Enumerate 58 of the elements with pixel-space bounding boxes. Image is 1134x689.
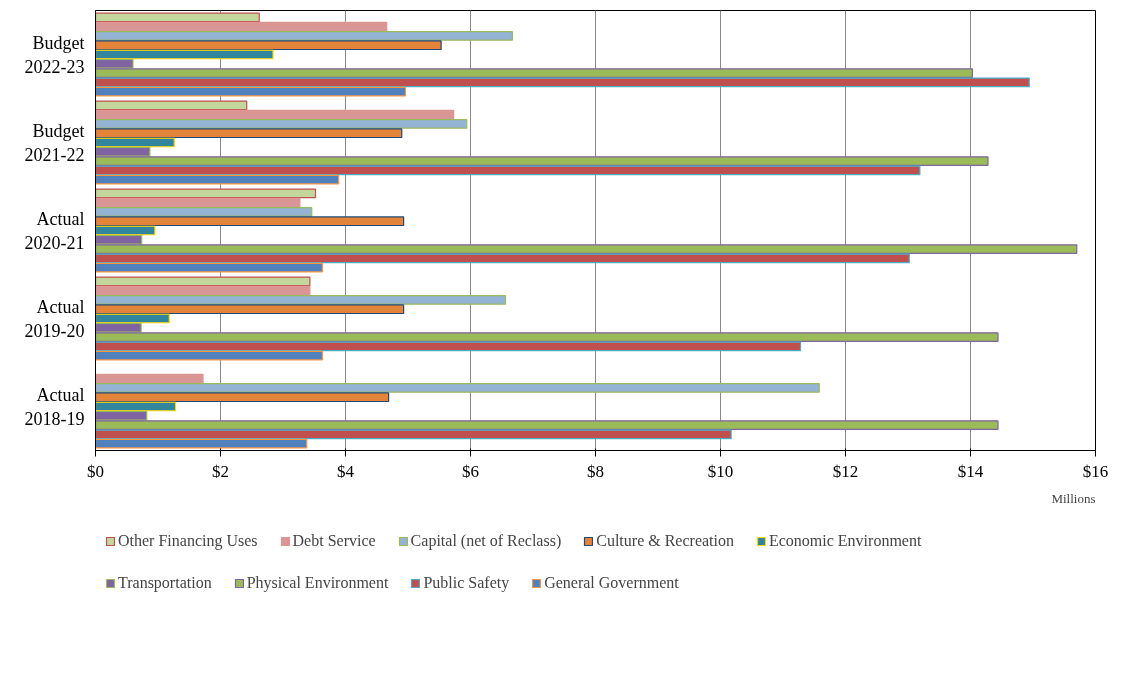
bar xyxy=(95,197,301,208)
bar xyxy=(95,313,170,324)
bar xyxy=(95,188,317,199)
bar xyxy=(95,137,175,148)
y-tick-label: Budget 2022-23 xyxy=(24,32,85,77)
bar xyxy=(95,276,311,287)
bar xyxy=(95,304,405,315)
legend-label: Transportation xyxy=(118,574,212,592)
legend-label: Culture & Recreation xyxy=(596,532,734,550)
bar xyxy=(95,40,442,51)
y-tick-label: Actual 2018-19 xyxy=(24,384,85,429)
bar xyxy=(95,262,323,273)
bar xyxy=(95,100,248,111)
bar xyxy=(95,165,921,176)
bar xyxy=(95,438,308,449)
bar xyxy=(95,392,390,403)
bar xyxy=(95,401,177,412)
legend-label: Debt Service xyxy=(292,532,376,550)
legend-label: Other Financing Uses xyxy=(118,532,258,550)
x-tick-label: $4 xyxy=(337,461,355,481)
bar xyxy=(95,225,156,236)
y-tick-label: Actual 2020-21 xyxy=(24,208,85,253)
bar xyxy=(95,253,910,264)
x-tick-label: $8 xyxy=(587,461,604,481)
bar xyxy=(95,350,323,361)
bar xyxy=(95,49,274,60)
legend-label: Physical Environment xyxy=(246,574,389,592)
bar xyxy=(95,128,403,139)
legend-label: Public Safety xyxy=(423,574,510,592)
bar xyxy=(95,285,311,296)
bar xyxy=(95,383,820,393)
bar xyxy=(95,373,204,384)
x-tick-label: $10 xyxy=(707,461,734,481)
x-tick-label: $16 xyxy=(1082,461,1109,481)
x-tick-label: $14 xyxy=(957,461,984,481)
x-tick-label: $0 xyxy=(87,461,104,481)
bar xyxy=(95,216,405,227)
bar xyxy=(95,86,407,97)
y-tick-label: Budget 2021-22 xyxy=(24,120,85,165)
bar xyxy=(95,295,507,305)
bar xyxy=(95,12,260,23)
bar xyxy=(95,77,1030,88)
legend-label: Economic Environment xyxy=(768,532,922,550)
x-tick-label: $2 xyxy=(212,461,229,481)
legend-label: General Government xyxy=(544,574,679,592)
x-tick-label: $12 xyxy=(832,461,859,481)
x-axis-title: Millions xyxy=(1051,490,1096,506)
legend-label: Capital (net of Reclass) xyxy=(410,532,562,550)
bar xyxy=(95,174,340,185)
bar xyxy=(95,109,455,120)
bar xyxy=(95,119,468,129)
bar xyxy=(95,21,388,32)
x-tick-label: $6 xyxy=(462,461,479,481)
bar xyxy=(95,31,513,41)
bar xyxy=(95,429,732,440)
bar xyxy=(95,341,802,352)
y-tick-label: Actual 2019-20 xyxy=(24,296,85,341)
bar xyxy=(95,207,313,217)
